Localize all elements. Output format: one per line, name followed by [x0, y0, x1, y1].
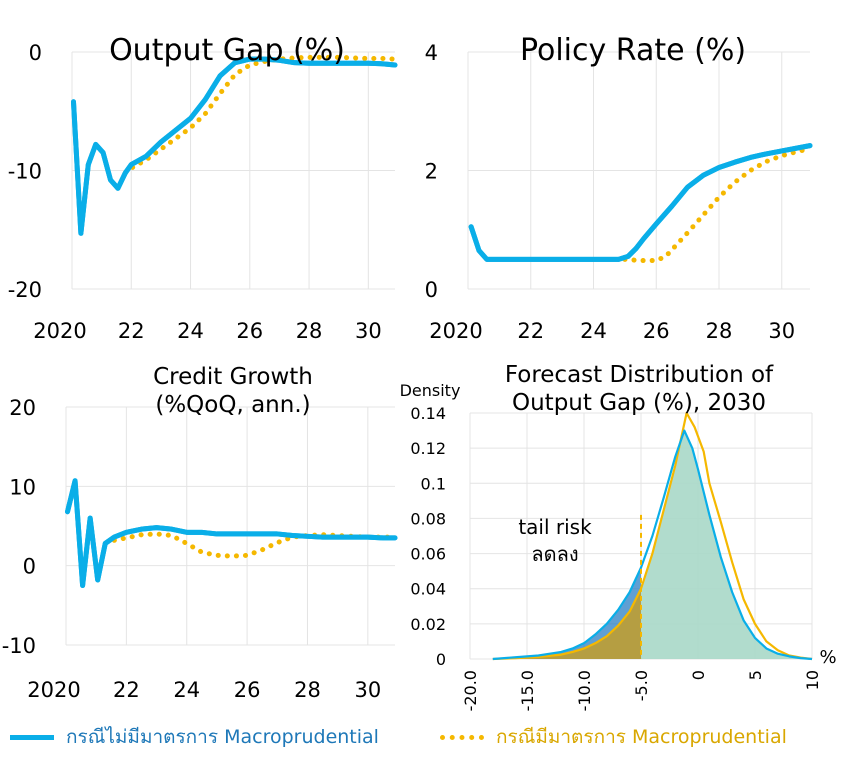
- x-tick-label: 30: [768, 319, 795, 343]
- x-tick-label: 28: [706, 319, 733, 343]
- annotation-tail-risk: tail risk: [518, 515, 592, 539]
- legend-item-no-macro: กรณีไม่มีมาตรการ Macroprudential: [10, 722, 379, 752]
- x-tick-label: 22: [517, 319, 544, 343]
- legend-label-no-macro: กรณีไม่มีมาตรการ Macroprudential: [66, 726, 379, 748]
- x-tick-label: -20.0: [461, 670, 480, 711]
- y-tick-label: 20: [9, 396, 36, 420]
- x-tick-label: 22: [113, 678, 140, 702]
- x-tick-label: -10.0: [575, 670, 594, 711]
- x-tick-label: 26: [236, 319, 263, 343]
- density-line-no-macro: [492, 429, 813, 661]
- x-tick-label: -5.0: [632, 670, 651, 701]
- area-tail-no-macro: [492, 567, 641, 659]
- y-tick-label: 0: [425, 278, 438, 302]
- x-tick-label: 2020: [27, 678, 80, 702]
- chart-title: Output Gap (%): [109, 33, 345, 68]
- y-tick-label: 0.12: [410, 439, 446, 458]
- y-tick-label: 0.06: [410, 545, 446, 564]
- series-line-with-macro: [622, 146, 813, 264]
- y-tick-label: 0.02: [410, 615, 446, 634]
- x-tick-label: 30: [355, 319, 382, 343]
- chart-title: Credit Growth: [153, 364, 313, 390]
- x-tick-label: 2020: [429, 319, 482, 343]
- legend-label-with-macro: กรณีมีมาตรการ Macroprudential: [496, 726, 787, 748]
- y-tick-label: 0.14: [410, 404, 446, 423]
- chart-title: Forecast Distribution of: [505, 362, 774, 388]
- x-tick-label: 24: [173, 678, 200, 702]
- x-tick-label: 22: [118, 319, 145, 343]
- annotation-tail-risk: ลดลง: [531, 542, 578, 566]
- chart-distribution: tail risk ลดลง Density% 0 0.02 0.04 0.06 0.08 0.…: [400, 362, 837, 711]
- legend-swatch-no-macro: [10, 734, 54, 740]
- density-line-with-macro: [492, 411, 813, 661]
- series-line-no-macro: [70, 56, 398, 236]
- legend-swatch-with-macro: [440, 734, 484, 740]
- series-line-no-macro-top: [70, 56, 398, 236]
- x-tick-label: 5: [746, 670, 765, 680]
- x-tick-label: 28: [296, 319, 323, 343]
- x-tick-label: -15.0: [518, 670, 537, 711]
- y-tick-label: -10: [2, 634, 36, 658]
- x-tick-label: 26: [643, 319, 670, 343]
- area-overlap: [492, 430, 812, 659]
- x-tick-label: 0: [689, 670, 708, 680]
- chart-subtitle: (%QoQ, ann.): [155, 392, 310, 418]
- x-tick-label: 2020: [33, 319, 86, 343]
- y-tick-label: 4: [425, 41, 438, 65]
- chart-title: Policy Rate (%): [520, 33, 746, 68]
- y-tick-label: 0.04: [410, 580, 446, 599]
- x-tick-label: 24: [177, 319, 204, 343]
- y-tick-label: -10: [8, 160, 42, 184]
- y-tick-label: 0.1: [421, 474, 446, 493]
- x-tick-label: 24: [580, 319, 607, 343]
- series-line-with-macro: [122, 54, 398, 176]
- x-tick-label: 30: [354, 678, 381, 702]
- x-tick-label: 10: [803, 670, 822, 690]
- y-tick-label: 0.08: [410, 509, 446, 528]
- area-tail-with-macro: [492, 588, 641, 659]
- chart-output-gap: -20 -10 0 2020 22 24 26 28 30 Output Gap (%): [8, 33, 398, 343]
- y-tick-label: 2: [425, 160, 438, 184]
- y-axis-label: Density: [400, 381, 461, 400]
- x-tick-label: 28: [294, 678, 321, 702]
- y-tick-label: 0: [29, 41, 42, 65]
- series-line-no-macro-top: [65, 478, 398, 588]
- x-axis-unit: %: [819, 647, 836, 668]
- series-line-no-macro-top: [468, 143, 813, 262]
- legend-item-with-macro: กรณีมีมาตรการ Macroprudential: [440, 722, 787, 752]
- y-tick-label: 0: [436, 650, 446, 669]
- chart-subtitle: Output Gap (%), 2030: [512, 390, 766, 416]
- y-tick-label: 10: [9, 475, 36, 499]
- legend: กรณีไม่มีมาตรการ Macroprudential กรณีมีม…: [0, 722, 858, 762]
- y-tick-label: 0: [23, 555, 36, 579]
- x-tick-label: 26: [234, 678, 261, 702]
- y-tick-label: -20: [8, 278, 42, 302]
